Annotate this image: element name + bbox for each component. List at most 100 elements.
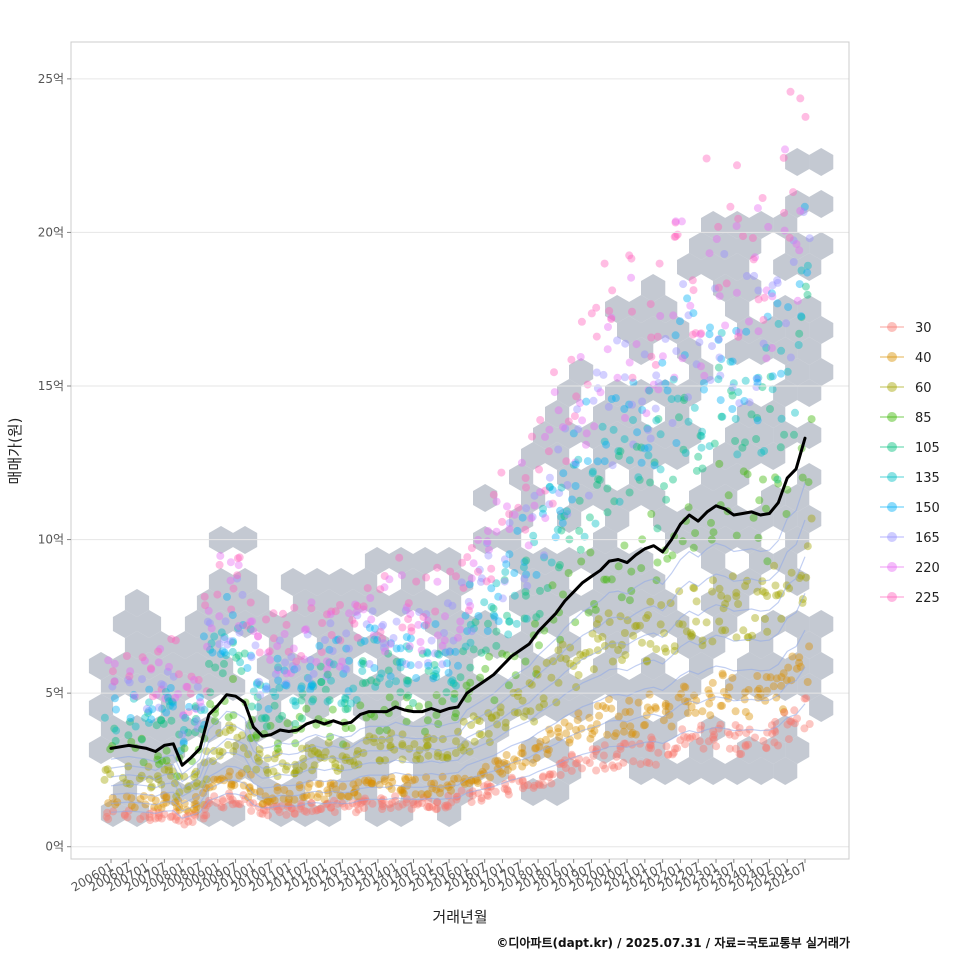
transaction-point	[564, 417, 573, 426]
transaction-point	[433, 649, 442, 658]
transaction-point	[464, 597, 473, 606]
transaction-point	[695, 338, 704, 347]
transaction-point	[308, 807, 317, 816]
transaction-point	[263, 684, 271, 693]
transaction-point	[236, 800, 245, 809]
transaction-point	[651, 404, 660, 413]
transaction-point	[751, 253, 759, 262]
transaction-point	[753, 375, 762, 383]
transaction-point	[732, 531, 741, 540]
transaction-point	[588, 730, 597, 738]
transaction-point	[722, 279, 731, 288]
transaction-point	[466, 678, 475, 687]
transaction-point	[473, 779, 482, 787]
transaction-point	[263, 798, 272, 807]
transaction-point	[422, 610, 431, 619]
median-price-point	[439, 710, 441, 713]
transaction-point	[732, 288, 741, 297]
density-hexagon	[545, 694, 570, 722]
transaction-point	[326, 781, 335, 790]
transaction-point	[777, 673, 786, 682]
transaction-point	[651, 704, 660, 713]
transaction-point	[532, 613, 541, 622]
density-hexagon	[605, 295, 630, 323]
transaction-point	[469, 624, 478, 633]
transaction-point	[459, 746, 468, 755]
transaction-point	[310, 747, 319, 756]
density-hexagon	[737, 736, 762, 764]
transaction-point	[753, 587, 762, 596]
transaction-point	[235, 771, 244, 780]
transaction-point	[487, 603, 496, 611]
median-price-point	[297, 729, 299, 731]
transaction-point	[451, 709, 460, 718]
transaction-point	[795, 653, 804, 662]
transaction-point	[146, 816, 155, 825]
transaction-point	[557, 512, 566, 521]
median-price-point	[315, 720, 317, 722]
transaction-point	[804, 478, 813, 487]
transaction-point	[510, 591, 519, 600]
transaction-point	[138, 675, 146, 684]
transaction-point	[402, 603, 411, 612]
transaction-point	[785, 233, 794, 242]
transaction-point	[551, 533, 560, 542]
transaction-point	[718, 701, 726, 710]
transaction-point	[144, 707, 153, 716]
transaction-point	[647, 352, 656, 361]
transaction-point	[227, 780, 236, 788]
transaction-point	[293, 664, 301, 673]
transaction-point	[714, 363, 723, 372]
median-price-point	[377, 710, 379, 713]
density-hexagon	[665, 610, 690, 638]
transaction-point	[774, 590, 783, 599]
median-price-point	[226, 694, 228, 696]
transaction-point	[615, 497, 624, 506]
transaction-point	[200, 592, 209, 601]
density-hexagon	[605, 715, 630, 743]
transaction-point	[487, 575, 496, 584]
transaction-point	[625, 596, 634, 605]
transaction-point	[302, 625, 310, 634]
density-hexagon	[593, 610, 618, 638]
transaction-point	[353, 602, 362, 610]
density-hexagon	[749, 337, 774, 365]
transaction-point	[564, 569, 573, 577]
transaction-point	[473, 716, 482, 724]
transaction-point	[521, 657, 530, 666]
transaction-point	[718, 669, 727, 678]
transaction-point	[744, 686, 753, 694]
transaction-point	[800, 724, 809, 733]
transaction-point	[338, 657, 347, 666]
transaction-point	[692, 466, 701, 475]
median-price-point	[395, 706, 397, 708]
transaction-point	[282, 810, 291, 819]
transaction-point	[643, 703, 652, 712]
median-price-point	[190, 757, 192, 759]
transaction-point	[336, 636, 345, 645]
transaction-point	[652, 416, 661, 425]
y-tick-label: 25억	[38, 72, 64, 86]
transaction-point	[718, 626, 727, 635]
transaction-point	[193, 716, 202, 725]
transaction-point	[750, 271, 759, 280]
density-hexagon	[785, 568, 810, 596]
transaction-point	[290, 809, 299, 818]
transaction-point	[110, 677, 119, 686]
transaction-point	[547, 673, 556, 682]
transaction-point	[583, 380, 592, 389]
transaction-point	[612, 752, 621, 761]
transaction-point	[638, 397, 647, 406]
transaction-point	[407, 804, 416, 813]
transaction-point	[495, 760, 503, 768]
density-hexagon	[725, 337, 750, 365]
density-hexagon	[617, 442, 642, 470]
plot-panel-border	[70, 41, 850, 860]
transaction-point	[586, 734, 595, 743]
transaction-point	[423, 649, 432, 658]
transaction-point	[734, 214, 743, 223]
transaction-point	[803, 261, 812, 270]
transaction-point	[777, 614, 786, 623]
legend-key-point	[887, 412, 897, 422]
transaction-point	[574, 671, 583, 679]
